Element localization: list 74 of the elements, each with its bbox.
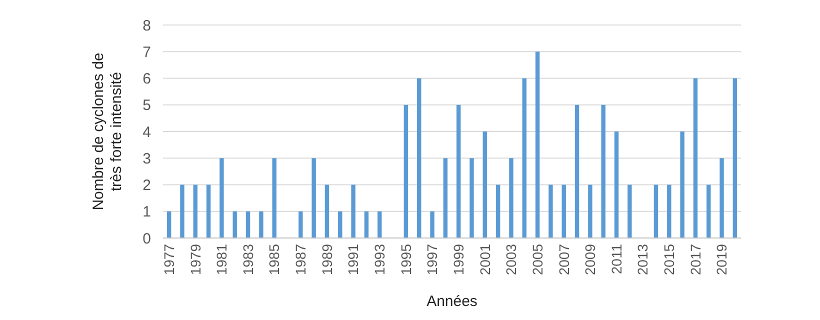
bar — [443, 158, 448, 238]
x-tick-label: 1979 — [187, 244, 204, 276]
x-tick-label: 1993 — [372, 244, 388, 276]
x-tick-label: 1999 — [450, 244, 466, 276]
bar — [680, 132, 684, 238]
bar — [509, 158, 514, 238]
bar — [324, 184, 330, 238]
x-tick-label: 1981 — [214, 244, 230, 276]
x-tick-label: 2009 — [582, 244, 598, 276]
bar — [312, 158, 316, 238]
bar — [667, 184, 672, 238]
bar — [496, 184, 500, 238]
x-tick-label: 1989 — [318, 244, 335, 276]
x-tick-label: 2019 — [714, 244, 730, 276]
y-axis-title: Nombre de cyclones de très forte intensité — [90, 52, 125, 210]
y-tick-label: 3 — [142, 150, 151, 168]
y-tick-label: 4 — [142, 124, 151, 141]
bar — [416, 78, 422, 238]
x-tick-label: 2001 — [476, 244, 493, 276]
x-tick-label: 2011 — [608, 244, 624, 274]
x-tick-label: 1977 — [160, 244, 177, 276]
y-tick-label: 1 — [142, 204, 151, 221]
bar — [259, 211, 264, 238]
bar — [364, 211, 369, 238]
bar — [206, 184, 211, 238]
bar — [522, 78, 526, 238]
x-tick-label: 2007 — [556, 244, 572, 276]
x-tick-label: 1995 — [398, 244, 414, 276]
bar — [732, 78, 738, 238]
y-tick-label: 2 — [142, 177, 151, 194]
x-axis-title: Années — [426, 293, 478, 310]
bar — [232, 211, 237, 238]
bar — [378, 211, 382, 238]
x-tick-label: 2003 — [503, 244, 520, 276]
bar — [614, 132, 619, 238]
y-tick-label: 8 — [142, 17, 151, 34]
bar — [562, 184, 566, 238]
bar — [706, 184, 711, 238]
y-tick-label: 7 — [142, 44, 151, 61]
x-tick-label: 1997 — [424, 244, 440, 276]
y-tick-label: 6 — [142, 70, 151, 88]
bar — [601, 104, 606, 238]
x-tick-label: 2017 — [687, 244, 704, 276]
bar — [535, 52, 540, 238]
bar — [456, 104, 461, 238]
x-tick-label: 1985 — [266, 244, 282, 276]
bar — [588, 184, 592, 238]
x-tick-label: 2013 — [634, 244, 651, 276]
bar — [482, 132, 488, 238]
x-tick-label: 1983 — [240, 244, 256, 276]
bar — [548, 184, 553, 238]
x-tick-label: 1987 — [292, 244, 309, 276]
bar — [166, 211, 172, 238]
y-tick-label: 0 — [142, 230, 151, 248]
bar — [693, 78, 698, 238]
bar — [720, 158, 724, 238]
bar — [351, 184, 356, 238]
bar — [180, 184, 184, 238]
bar — [574, 104, 580, 238]
x-tick-label: 2015 — [661, 244, 678, 276]
bar — [298, 211, 303, 238]
bar — [338, 211, 342, 238]
bar — [430, 211, 434, 238]
x-tick-label: 1991 — [345, 244, 362, 276]
bar — [220, 158, 224, 238]
x-tick-label: 2005 — [529, 244, 546, 276]
bar — [404, 104, 408, 238]
y-tick-label: 5 — [142, 97, 151, 114]
bar — [654, 184, 658, 238]
bar — [272, 158, 276, 238]
bar — [193, 184, 198, 238]
bar — [470, 158, 474, 238]
bar — [628, 184, 632, 238]
bar — [246, 211, 250, 238]
